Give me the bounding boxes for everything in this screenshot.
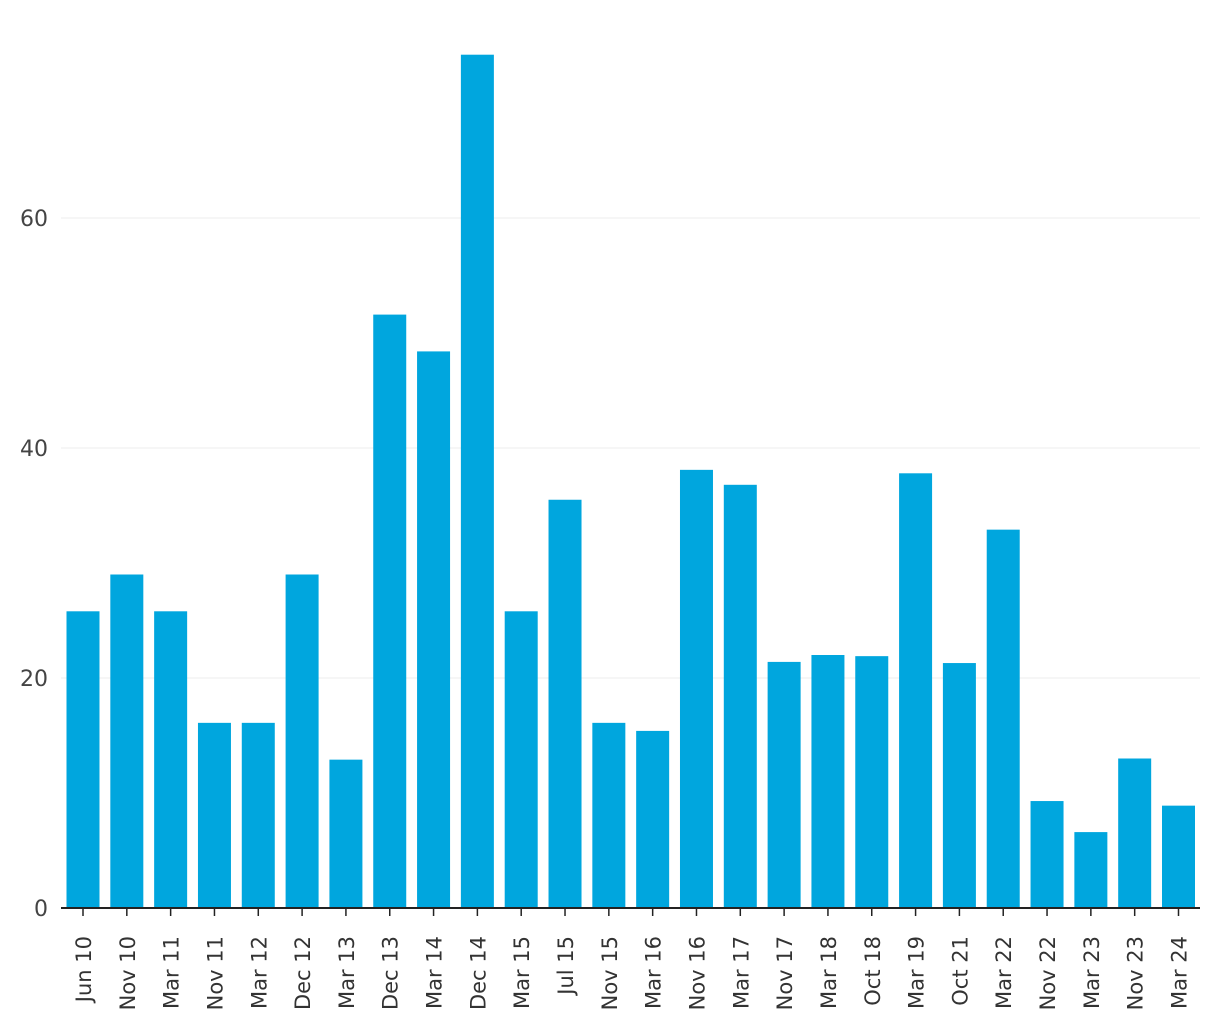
bar xyxy=(110,574,144,908)
bar xyxy=(723,484,757,908)
bar xyxy=(504,611,538,908)
y-tick-label: 40 xyxy=(20,437,48,462)
x-tick-label: Dec 12 xyxy=(291,936,315,1010)
bars xyxy=(66,54,1195,909)
x-tick-label: Mar 19 xyxy=(905,936,929,1009)
x-tick-label: Dec 13 xyxy=(379,936,403,1010)
y-tick-label: 0 xyxy=(34,897,48,922)
bar xyxy=(855,656,889,908)
bar xyxy=(154,611,188,908)
bar xyxy=(285,574,319,908)
x-tick-label: Nov 16 xyxy=(685,936,709,1010)
bar xyxy=(1030,801,1064,908)
bar xyxy=(460,54,494,908)
x-tick-label: Dec 14 xyxy=(466,936,490,1010)
x-tick-label: Nov 15 xyxy=(598,936,622,1010)
x-tick-label: Nov 11 xyxy=(203,936,227,1010)
x-tick-label: Mar 17 xyxy=(729,936,753,1009)
x-tick-label: Mar 18 xyxy=(817,936,841,1009)
bar xyxy=(241,722,275,908)
x-tick-label: Oct 21 xyxy=(948,936,972,1006)
x-tick-label: Nov 10 xyxy=(116,936,140,1010)
x-tick-label: Nov 22 xyxy=(1036,936,1060,1010)
bar xyxy=(548,499,582,908)
bar xyxy=(767,661,801,908)
bar xyxy=(373,314,407,909)
bar xyxy=(417,351,451,908)
bar xyxy=(986,529,1020,908)
bar xyxy=(197,722,231,908)
bar xyxy=(679,469,713,908)
bar xyxy=(329,759,363,908)
x-tick-label: Mar 23 xyxy=(1080,936,1104,1009)
bar xyxy=(1118,758,1152,908)
x-tick-label: Jun 10 xyxy=(72,936,96,1004)
bar xyxy=(1162,805,1195,908)
y-tick-label: 20 xyxy=(20,667,48,692)
x-axis-ticks: Jun 10 Nov 10 Mar 11 Nov 11 Mar 12 Dec 12 Mar … xyxy=(72,908,1192,1010)
bar xyxy=(66,611,100,908)
bar xyxy=(592,722,626,908)
x-tick-label: Oct 18 xyxy=(861,936,885,1006)
bar xyxy=(942,663,976,908)
x-tick-label: Mar 12 xyxy=(247,936,271,1009)
x-tick-label: Mar 15 xyxy=(510,936,534,1009)
x-tick-label: Nov 23 xyxy=(1124,936,1148,1010)
x-tick-label: Jul 15 xyxy=(554,936,578,997)
x-tick-label: Mar 24 xyxy=(1168,936,1192,1009)
x-tick-label: Mar 14 xyxy=(423,936,447,1009)
x-tick-label: Mar 11 xyxy=(160,936,184,1009)
x-tick-label: Mar 13 xyxy=(335,936,359,1009)
gridlines xyxy=(61,217,1200,679)
bar xyxy=(636,730,670,908)
x-tick-label: Mar 16 xyxy=(642,936,666,1009)
y-axis-ticks: 0 20 40 60 xyxy=(20,207,48,922)
bar xyxy=(1074,832,1108,908)
x-tick-label: Mar 22 xyxy=(992,936,1016,1009)
bar xyxy=(899,473,933,908)
y-tick-label: 60 xyxy=(20,207,48,232)
x-tick-label: Nov 17 xyxy=(773,936,797,1010)
bar xyxy=(811,655,845,908)
